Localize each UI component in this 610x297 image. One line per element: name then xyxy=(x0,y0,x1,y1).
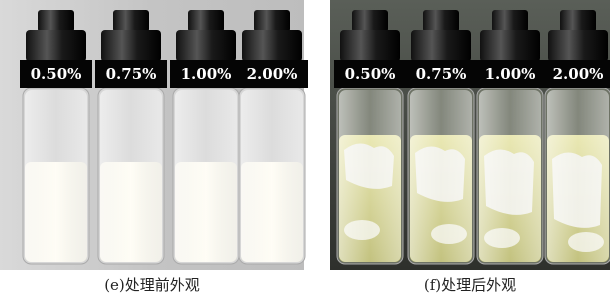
vial-cap xyxy=(26,30,86,62)
vial-cap xyxy=(113,10,149,32)
vial-highlight xyxy=(175,90,237,262)
vial-cap xyxy=(423,10,459,32)
vial-cap xyxy=(560,10,596,32)
vial-highlight xyxy=(547,90,609,262)
vial-highlight xyxy=(100,90,162,262)
vial-highlight xyxy=(479,90,541,262)
vial-cap xyxy=(480,30,540,62)
vial-highlight xyxy=(339,90,401,262)
vial-label: 1.00% xyxy=(485,65,536,83)
caption: (e)处理前外观 xyxy=(104,276,200,294)
vial-cap xyxy=(242,30,302,62)
vial-cap xyxy=(101,30,161,62)
vial-label: 0.75% xyxy=(106,65,157,83)
vial-label: 0.50% xyxy=(31,65,82,83)
vial-label: 0.50% xyxy=(345,65,396,83)
caption: (f)处理后外观 xyxy=(424,276,516,294)
vial-cap xyxy=(492,10,528,32)
vial-highlight xyxy=(241,90,303,262)
vial-highlight xyxy=(410,90,472,262)
vial-highlight xyxy=(25,90,87,262)
vial-cap xyxy=(176,30,236,62)
vial-label: 0.75% xyxy=(416,65,467,83)
vial-cap xyxy=(188,10,224,32)
vial-cap xyxy=(548,30,608,62)
vial-label: 2.00% xyxy=(247,65,298,83)
vial-cap xyxy=(352,10,388,32)
figure: (e)处理前外观 (f)处理后外观 0.50% 0.75% 1.00% 2.00% 0.… xyxy=(0,0,610,297)
vial-cap xyxy=(411,30,471,62)
vial-label: 2.00% xyxy=(553,65,604,83)
vial-cap xyxy=(254,10,290,32)
vial-cap xyxy=(340,30,400,62)
vial-cap xyxy=(38,10,74,32)
vial-label: 1.00% xyxy=(181,65,232,83)
